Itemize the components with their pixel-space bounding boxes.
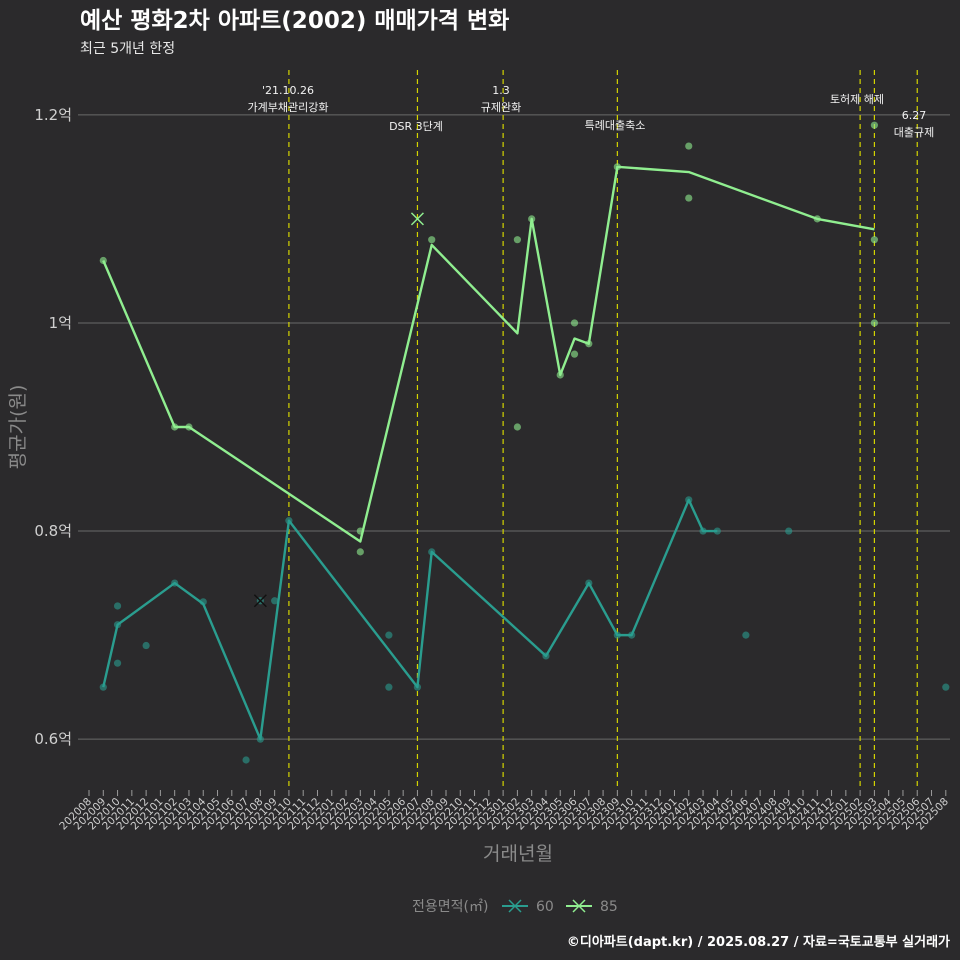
- data-point-60-21: [699, 527, 707, 535]
- legend-title: 전용면적(㎡): [412, 899, 488, 915]
- y-tick-label-3: 1.2억: [34, 106, 72, 124]
- data-point-60-8: [256, 735, 264, 743]
- cross-marker-85-0: [410, 212, 424, 226]
- data-point-60-12: [385, 683, 393, 691]
- series-line-85: [102, 165, 875, 543]
- data-point-60-11: [285, 517, 293, 525]
- data-point-60-18: [613, 631, 621, 639]
- legend-key-60-icon: [502, 899, 528, 913]
- event-sublabel-2: 규제완화: [481, 101, 521, 114]
- data-point-85-17: [870, 121, 879, 129]
- data-point-60-15: [428, 548, 436, 556]
- legend-label-85: 85: [600, 899, 618, 915]
- data-point-85-19: [870, 319, 879, 327]
- x-axis-ticks: 2020082020092020102020112020122021012021…: [57, 790, 951, 832]
- series-layer: [99, 121, 950, 764]
- data-point-85-1: [171, 423, 179, 431]
- event-label-6: 6.27: [902, 109, 927, 122]
- data-point-85-15: [685, 194, 693, 202]
- data-point-85-2: [185, 423, 193, 431]
- data-point-85-16: [813, 215, 821, 223]
- y-axis-ticks: 0.6억 0.8억 1억 1.2억: [34, 106, 72, 748]
- data-point-60-10: [271, 597, 279, 605]
- gridlines: [78, 114, 950, 740]
- data-point-85-18: [870, 236, 879, 244]
- data-point-60-1: [113, 659, 122, 667]
- data-point-85-5: [428, 236, 436, 244]
- data-point-85-4: [356, 548, 364, 556]
- data-point-85-14: [685, 142, 693, 150]
- data-point-85-9: [556, 371, 564, 379]
- y-tick-label-0: 0.6억: [34, 730, 72, 748]
- event-label-0: '21.10.26: [262, 84, 314, 97]
- data-point-60-19: [628, 631, 636, 639]
- event-label-2: 1.3: [492, 84, 510, 97]
- data-point-60-6: [199, 598, 207, 606]
- source-caption: ©디아파트(dapt.kr) / 2025.08.27 / 자료=국토교통부 실…: [567, 934, 950, 950]
- cross-marker-60-0: [253, 594, 267, 608]
- chart-title: 예산 평화2차 아파트(2002) 매매가격 변화: [80, 8, 509, 34]
- chart-subtitle: 최근 5개년 한정: [80, 41, 175, 57]
- data-point-60-23: [742, 631, 750, 639]
- data-point-60-2: [113, 621, 122, 629]
- data-point-60-13: [385, 631, 393, 639]
- cross-stroke-b: [253, 594, 267, 608]
- data-point-85-12: [585, 340, 593, 348]
- data-point-60-25: [942, 683, 950, 691]
- data-point-85-11: [570, 350, 579, 358]
- y-tick-label-1: 0.8억: [34, 522, 72, 540]
- data-point-60-7: [242, 756, 250, 764]
- data-point-60-5: [171, 579, 179, 587]
- cross-stroke-b: [410, 212, 424, 226]
- data-point-60-0: [99, 683, 107, 691]
- data-point-60-14: [413, 683, 422, 691]
- data-point-85-8: [528, 215, 536, 223]
- data-point-60-24: [785, 527, 793, 535]
- data-point-85-3: [356, 527, 364, 535]
- data-point-60-4: [142, 641, 150, 650]
- data-point-60-22: [713, 527, 721, 535]
- series-line-60: [102, 498, 718, 741]
- data-point-85-0: [99, 256, 107, 265]
- event-sublabel-0: 가계부채관리강화: [248, 101, 329, 114]
- data-point-85-13: [613, 163, 621, 171]
- data-point-60-17: [585, 579, 593, 587]
- legend-key-85-icon: [566, 899, 592, 913]
- data-point-60-16: [542, 652, 550, 660]
- data-point-85-7: [513, 423, 522, 431]
- y-axis-title: 평균가(원): [7, 385, 29, 470]
- event-label-3: 특례대출축소: [585, 119, 646, 132]
- event-label-1: DSR 3단계: [389, 120, 443, 133]
- event-sublabel-6: 대출규제: [894, 126, 934, 139]
- y-tick-label-2: 1억: [49, 314, 72, 332]
- data-point-85-6: [513, 236, 522, 244]
- data-point-85-10: [570, 319, 579, 327]
- legend-label-60: 60: [536, 899, 554, 915]
- x-axis-title: 거래년월: [483, 843, 553, 865]
- data-point-60-20: [685, 496, 693, 504]
- data-point-60-3: [113, 602, 122, 610]
- legend: 전용면적(㎡) 60 85: [412, 899, 618, 915]
- event-label-4: 토허제 해제: [830, 92, 884, 106]
